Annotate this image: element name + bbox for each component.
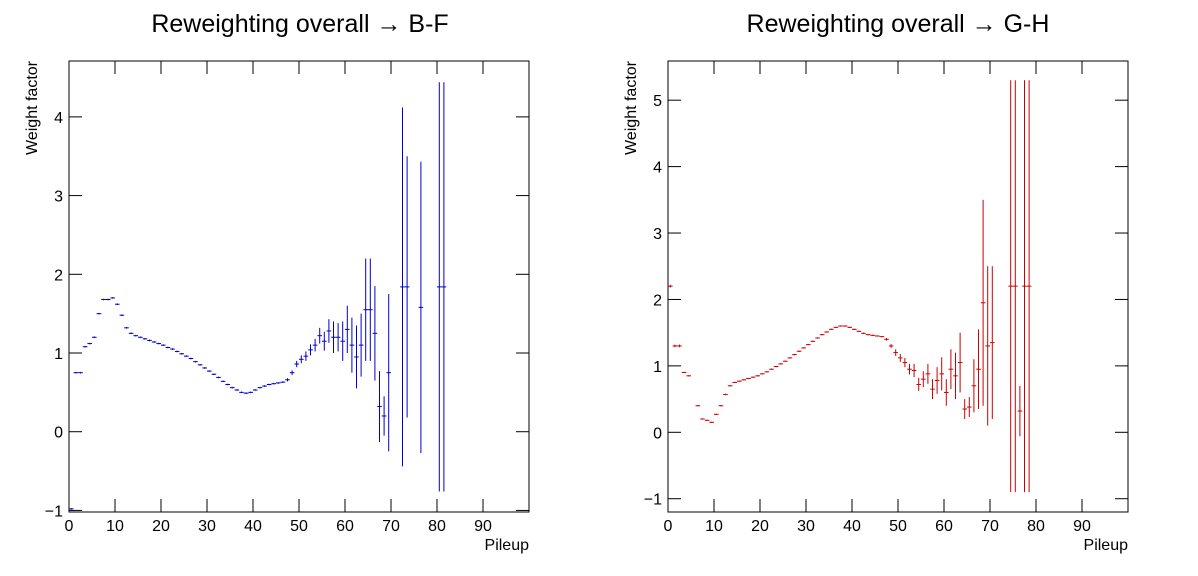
y-tick-label: 4 bbox=[54, 110, 63, 127]
x-tick-label: 40 bbox=[244, 518, 262, 535]
x-tick-label: 80 bbox=[428, 518, 446, 535]
x-tick-label: 10 bbox=[705, 518, 723, 535]
y-tick-label: 3 bbox=[54, 189, 63, 206]
x-tick-label: 40 bbox=[843, 518, 861, 535]
x-tick-label: 90 bbox=[1073, 518, 1091, 535]
x-tick-label: 80 bbox=[1027, 518, 1045, 535]
x-tick-label: 20 bbox=[152, 518, 170, 535]
chart-title: Reweighting overall → B-F bbox=[151, 10, 448, 38]
y-axis-label: Weight factor bbox=[623, 60, 640, 155]
plot-frame bbox=[68, 60, 530, 513]
y-tick-label: 0 bbox=[54, 425, 63, 442]
y-tick-label: −1 bbox=[644, 492, 662, 509]
panel: Reweighting overall → G-H0 10 20 30 40 50 60 70… bbox=[623, 10, 1129, 554]
y-tick-label: 2 bbox=[54, 267, 63, 284]
y-tick-label: 2 bbox=[653, 292, 662, 309]
x-tick-label: 30 bbox=[198, 518, 216, 535]
x-tick-label: 60 bbox=[336, 518, 354, 535]
x-axis-label: Pileup bbox=[485, 537, 530, 554]
y-axis-label: Weight factor bbox=[24, 60, 41, 155]
chart-title: Reweighting overall → G-H bbox=[747, 10, 1050, 38]
y-tick-label: 3 bbox=[653, 226, 662, 243]
x-tick-label: 20 bbox=[751, 518, 769, 535]
x-tick-label: 70 bbox=[981, 518, 999, 535]
x-tick-label: 70 bbox=[382, 518, 400, 535]
x-tick-label: 50 bbox=[290, 518, 308, 535]
y-tick-label: 1 bbox=[653, 359, 662, 376]
y-tick-label: 0 bbox=[653, 425, 662, 442]
y-tick-label: 4 bbox=[653, 160, 662, 177]
panel: Reweighting overall → B-F0 10 20 30 40 50 60 70… bbox=[24, 10, 530, 554]
x-tick-label: 60 bbox=[935, 518, 953, 535]
x-axis-label: Pileup bbox=[1084, 537, 1129, 554]
x-tick-label: 0 bbox=[65, 518, 74, 535]
y-tick-label: −1 bbox=[45, 503, 63, 520]
x-tick-label: 30 bbox=[797, 518, 815, 535]
y-tick-label: 1 bbox=[54, 346, 63, 363]
y-tick-label: 5 bbox=[653, 93, 662, 110]
plot-frame bbox=[667, 60, 1129, 513]
x-tick-label: 0 bbox=[664, 518, 673, 535]
x-tick-label: 50 bbox=[889, 518, 907, 535]
x-tick-label: 10 bbox=[106, 518, 124, 535]
x-tick-label: 90 bbox=[474, 518, 492, 535]
